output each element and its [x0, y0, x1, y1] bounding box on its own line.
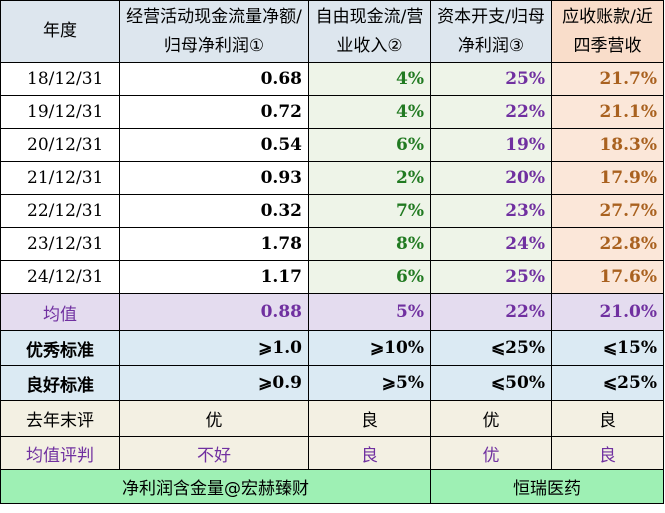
table-row: 19/12/31 0.72 4% 22% 21.1% [0, 95, 664, 129]
row-ocf-ratio: 0.54 [119, 128, 309, 162]
row-capex-ratio: 25% [430, 260, 552, 294]
last-year-rating-row: 去年末评 优 良 优 良 [0, 400, 664, 437]
average-capex-rating: 优 [430, 436, 552, 470]
footer-row: 净利润含金量@宏赫臻财 恒瑞医药 [0, 469, 664, 504]
row-receivables-ratio: 22.8% [551, 227, 664, 261]
row-ocf-ratio: 0.93 [119, 161, 309, 195]
excellent-capex-ratio: ⩽25% [430, 330, 552, 366]
excellent-fcf-ratio: ⩾10% [308, 330, 431, 366]
row-ocf-ratio: 1.17 [119, 260, 309, 294]
row-capex-ratio: 20% [430, 161, 552, 195]
row-date: 21/12/31 [0, 161, 120, 195]
header-free-cashflow-ratio: 自由现金流/营业收入② [308, 0, 431, 63]
table-row: 18/12/31 0.68 4% 25% 21.7% [0, 62, 664, 96]
row-receivables-ratio: 21.7% [551, 62, 664, 96]
header-capex-ratio: 资本开支/归母净利润③ [430, 0, 552, 63]
row-fcf-ratio: 6% [308, 128, 431, 162]
average-ocf-rating: 不好 [119, 436, 309, 470]
row-date: 24/12/31 [0, 260, 120, 294]
excellent-receivables-ratio: ⩽15% [551, 330, 664, 366]
good-standard-label: 良好标准 [0, 365, 120, 401]
row-fcf-ratio: 2% [308, 161, 431, 195]
good-receivables-ratio: ⩽25% [551, 365, 664, 401]
average-receivables-rating: 良 [551, 436, 664, 470]
header-year: 年度 [0, 0, 120, 63]
row-fcf-ratio: 4% [308, 95, 431, 129]
row-receivables-ratio: 18.3% [551, 128, 664, 162]
row-receivables-ratio: 21.1% [551, 95, 664, 129]
last-year-capex-rating: 优 [430, 400, 552, 437]
footer-company-name: 恒瑞医药 [430, 469, 664, 504]
footer-source-label: 净利润含金量@宏赫臻财 [0, 469, 431, 504]
row-capex-ratio: 22% [430, 95, 552, 129]
header-receivables-ratio: 应收账款/近四季营收 [551, 0, 664, 63]
average-fcf-ratio: 5% [308, 293, 431, 331]
row-fcf-ratio: 4% [308, 62, 431, 96]
row-fcf-ratio: 8% [308, 227, 431, 261]
row-capex-ratio: 23% [430, 194, 552, 228]
row-ocf-ratio: 0.32 [119, 194, 309, 228]
row-date: 20/12/31 [0, 128, 120, 162]
header-row: 年度 经营活动现金流量净额/归母净利润① 自由现金流/营业收入② 资本开支/归母… [0, 0, 664, 63]
average-row: 均值 0.88 5% 22% 21.0% [0, 293, 664, 331]
row-capex-ratio: 19% [430, 128, 552, 162]
row-capex-ratio: 24% [430, 227, 552, 261]
row-receivables-ratio: 17.6% [551, 260, 664, 294]
average-rating-label: 均值评判 [0, 436, 120, 470]
row-ocf-ratio: 0.72 [119, 95, 309, 129]
row-fcf-ratio: 6% [308, 260, 431, 294]
last-year-rating-label: 去年末评 [0, 400, 120, 437]
good-standard-row: 良好标准 ⩾0.9 ⩾5% ⩽50% ⩽25% [0, 365, 664, 401]
table-row: 24/12/31 1.17 6% 25% 17.6% [0, 260, 664, 294]
table-row: 20/12/31 0.54 6% 19% 18.3% [0, 128, 664, 162]
last-year-receivables-rating: 良 [551, 400, 664, 437]
row-date: 23/12/31 [0, 227, 120, 261]
good-fcf-ratio: ⩾5% [308, 365, 431, 401]
table-row: 21/12/31 0.93 2% 20% 17.9% [0, 161, 664, 195]
last-year-fcf-rating: 良 [308, 400, 431, 437]
last-year-ocf-rating: 优 [119, 400, 309, 437]
row-ocf-ratio: 1.78 [119, 227, 309, 261]
row-ocf-ratio: 0.68 [119, 62, 309, 96]
row-date: 19/12/31 [0, 95, 120, 129]
good-ocf-ratio: ⩾0.9 [119, 365, 309, 401]
header-operating-cashflow-ratio: 经营活动现金流量净额/归母净利润① [119, 0, 309, 63]
row-receivables-ratio: 27.7% [551, 194, 664, 228]
average-receivables-ratio: 21.0% [551, 293, 664, 331]
row-receivables-ratio: 17.9% [551, 161, 664, 195]
table-row: 23/12/31 1.78 8% 24% 22.8% [0, 227, 664, 261]
excellent-standard-label: 优秀标准 [0, 330, 120, 366]
excellent-ocf-ratio: ⩾1.0 [119, 330, 309, 366]
row-date: 18/12/31 [0, 62, 120, 96]
average-rating-row: 均值评判 不好 良 优 良 [0, 436, 664, 470]
good-capex-ratio: ⩽50% [430, 365, 552, 401]
average-fcf-rating: 良 [308, 436, 431, 470]
excellent-standard-row: 优秀标准 ⩾1.0 ⩾10% ⩽25% ⩽15% [0, 330, 664, 366]
row-date: 22/12/31 [0, 194, 120, 228]
average-ocf-ratio: 0.88 [119, 293, 309, 331]
row-capex-ratio: 25% [430, 62, 552, 96]
table-row: 22/12/31 0.32 7% 23% 27.7% [0, 194, 664, 228]
average-label: 均值 [0, 293, 120, 331]
row-fcf-ratio: 7% [308, 194, 431, 228]
average-capex-ratio: 22% [430, 293, 552, 331]
